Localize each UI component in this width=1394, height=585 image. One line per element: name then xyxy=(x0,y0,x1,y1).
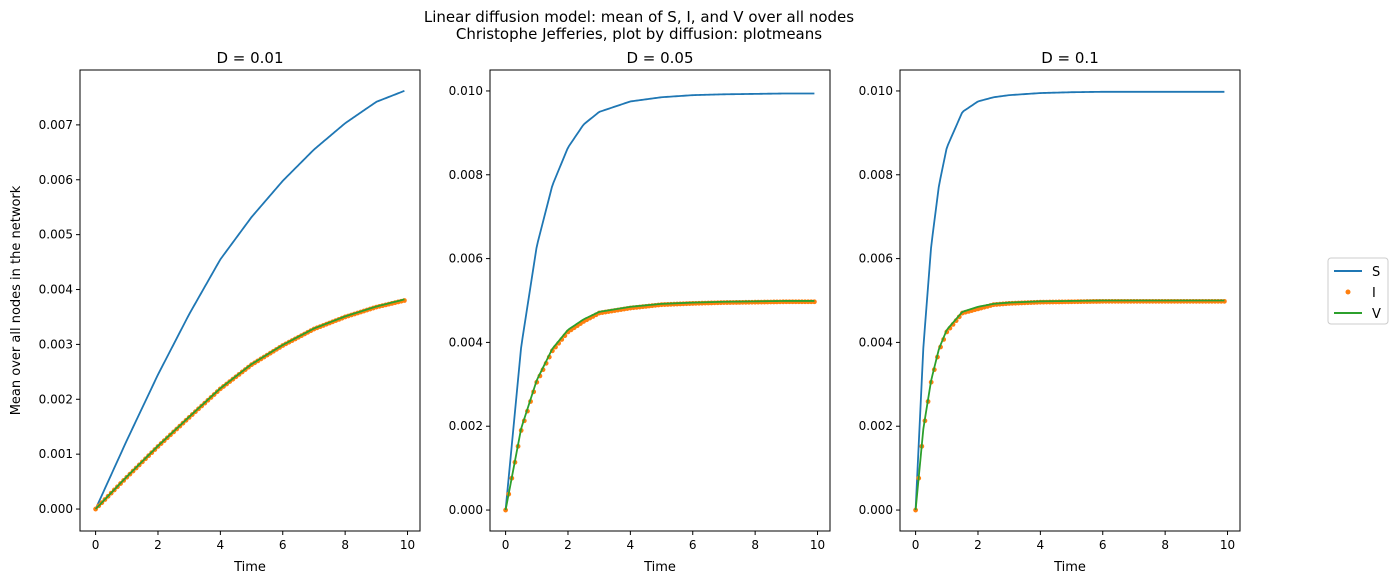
legend-frame xyxy=(1327,257,1389,325)
series-v-line xyxy=(94,298,405,510)
y-tick-label: 0.003 xyxy=(39,337,73,351)
y-tick-label: 0.004 xyxy=(449,335,483,349)
x-tick-label: 0 xyxy=(502,538,510,552)
y-tick-label: 0.002 xyxy=(449,419,483,433)
y-tick-label: 0.006 xyxy=(39,173,73,187)
y-tick-label: 0.010 xyxy=(859,84,893,98)
x-tick-label: 2 xyxy=(154,538,162,552)
axes-frame xyxy=(899,69,1241,532)
x-tick-label: 0 xyxy=(912,538,920,552)
y-tick-label: 0.010 xyxy=(449,84,483,98)
y-tick-label: 0.002 xyxy=(859,419,893,433)
x-tick-label: 10 xyxy=(400,538,415,552)
y-tick-label: 0.004 xyxy=(39,283,73,297)
y-tick-label: 0.000 xyxy=(39,502,73,516)
plot-area xyxy=(503,92,817,513)
x-tick-label: 2 xyxy=(974,538,982,552)
legend-i-label: I xyxy=(1372,286,1376,301)
legend-v-label: V xyxy=(1372,307,1381,322)
x-axis-label: Time xyxy=(233,560,266,575)
x-tick-label: 2 xyxy=(564,538,572,552)
x-tick-label: 4 xyxy=(217,538,225,552)
y-tick-label: 0.007 xyxy=(39,118,73,132)
x-tick-label: 6 xyxy=(1099,538,1107,552)
x-tick-label: 4 xyxy=(627,538,635,552)
axes-frame xyxy=(489,69,831,532)
y-tick-label: 0.000 xyxy=(859,503,893,517)
figure-title-line2: Christophe Jefferies, plot by diffusion:… xyxy=(456,25,822,43)
y-tick-label: 0.008 xyxy=(449,168,483,182)
x-tick-label: 6 xyxy=(689,538,697,552)
y-tick-label: 0.005 xyxy=(39,228,73,242)
axes-frame xyxy=(79,69,421,532)
series-v-line xyxy=(914,299,1225,511)
legend-i-swatch xyxy=(1345,289,1351,295)
x-tick-label: 10 xyxy=(810,538,825,552)
subplot-title: D = 0.1 xyxy=(1041,49,1099,67)
y-tick-label: 0.006 xyxy=(859,252,893,266)
legend-s-label: S xyxy=(1372,265,1380,280)
series-s-line xyxy=(504,92,815,511)
x-tick-label: 4 xyxy=(1037,538,1045,552)
y-tick-label: 0.006 xyxy=(449,252,483,266)
x-axis-label: Time xyxy=(1053,560,1086,575)
y-tick-label: 0.002 xyxy=(39,392,73,406)
subplot-title: D = 0.05 xyxy=(626,49,693,67)
series-s-line xyxy=(94,90,405,510)
x-tick-label: 8 xyxy=(751,538,759,552)
y-tick-label: 0.000 xyxy=(449,503,483,517)
x-axis-label: Time xyxy=(643,560,676,575)
y-tick-label: 0.001 xyxy=(39,447,73,461)
subplot-title: D = 0.01 xyxy=(216,49,283,67)
x-tick-label: 10 xyxy=(1220,538,1235,552)
series-v-line xyxy=(504,300,815,511)
x-tick-label: 0 xyxy=(92,538,100,552)
plot-area xyxy=(93,90,407,512)
y-axis-label: Mean over all nodes in the network xyxy=(9,185,24,415)
series-s-line xyxy=(914,90,1225,511)
y-tick-label: 0.004 xyxy=(859,335,893,349)
subplot-d-0.1: 0 2 4 6 8 10 0.000 0.002 0.004 0.006 0.008 0.010 D =… xyxy=(859,49,1241,575)
legend: S I V xyxy=(1327,257,1389,325)
y-tick-label: 0.008 xyxy=(859,168,893,182)
figure-title-line1: Linear diffusion model: mean of S, I, an… xyxy=(424,8,854,26)
plot-area xyxy=(913,90,1227,513)
x-tick-label: 8 xyxy=(341,538,349,552)
x-tick-label: 8 xyxy=(1161,538,1169,552)
subplot-d-0.05: 0 2 4 6 8 10 0.000 0.002 0.004 0.006 0.008 0.010 D =… xyxy=(449,49,831,575)
x-tick-label: 6 xyxy=(279,538,287,552)
subplot-d-0.01: 0 2 4 6 8 10 0.000 0.001 0.002 0.003 0.004 0.005 0.0… xyxy=(9,49,421,575)
